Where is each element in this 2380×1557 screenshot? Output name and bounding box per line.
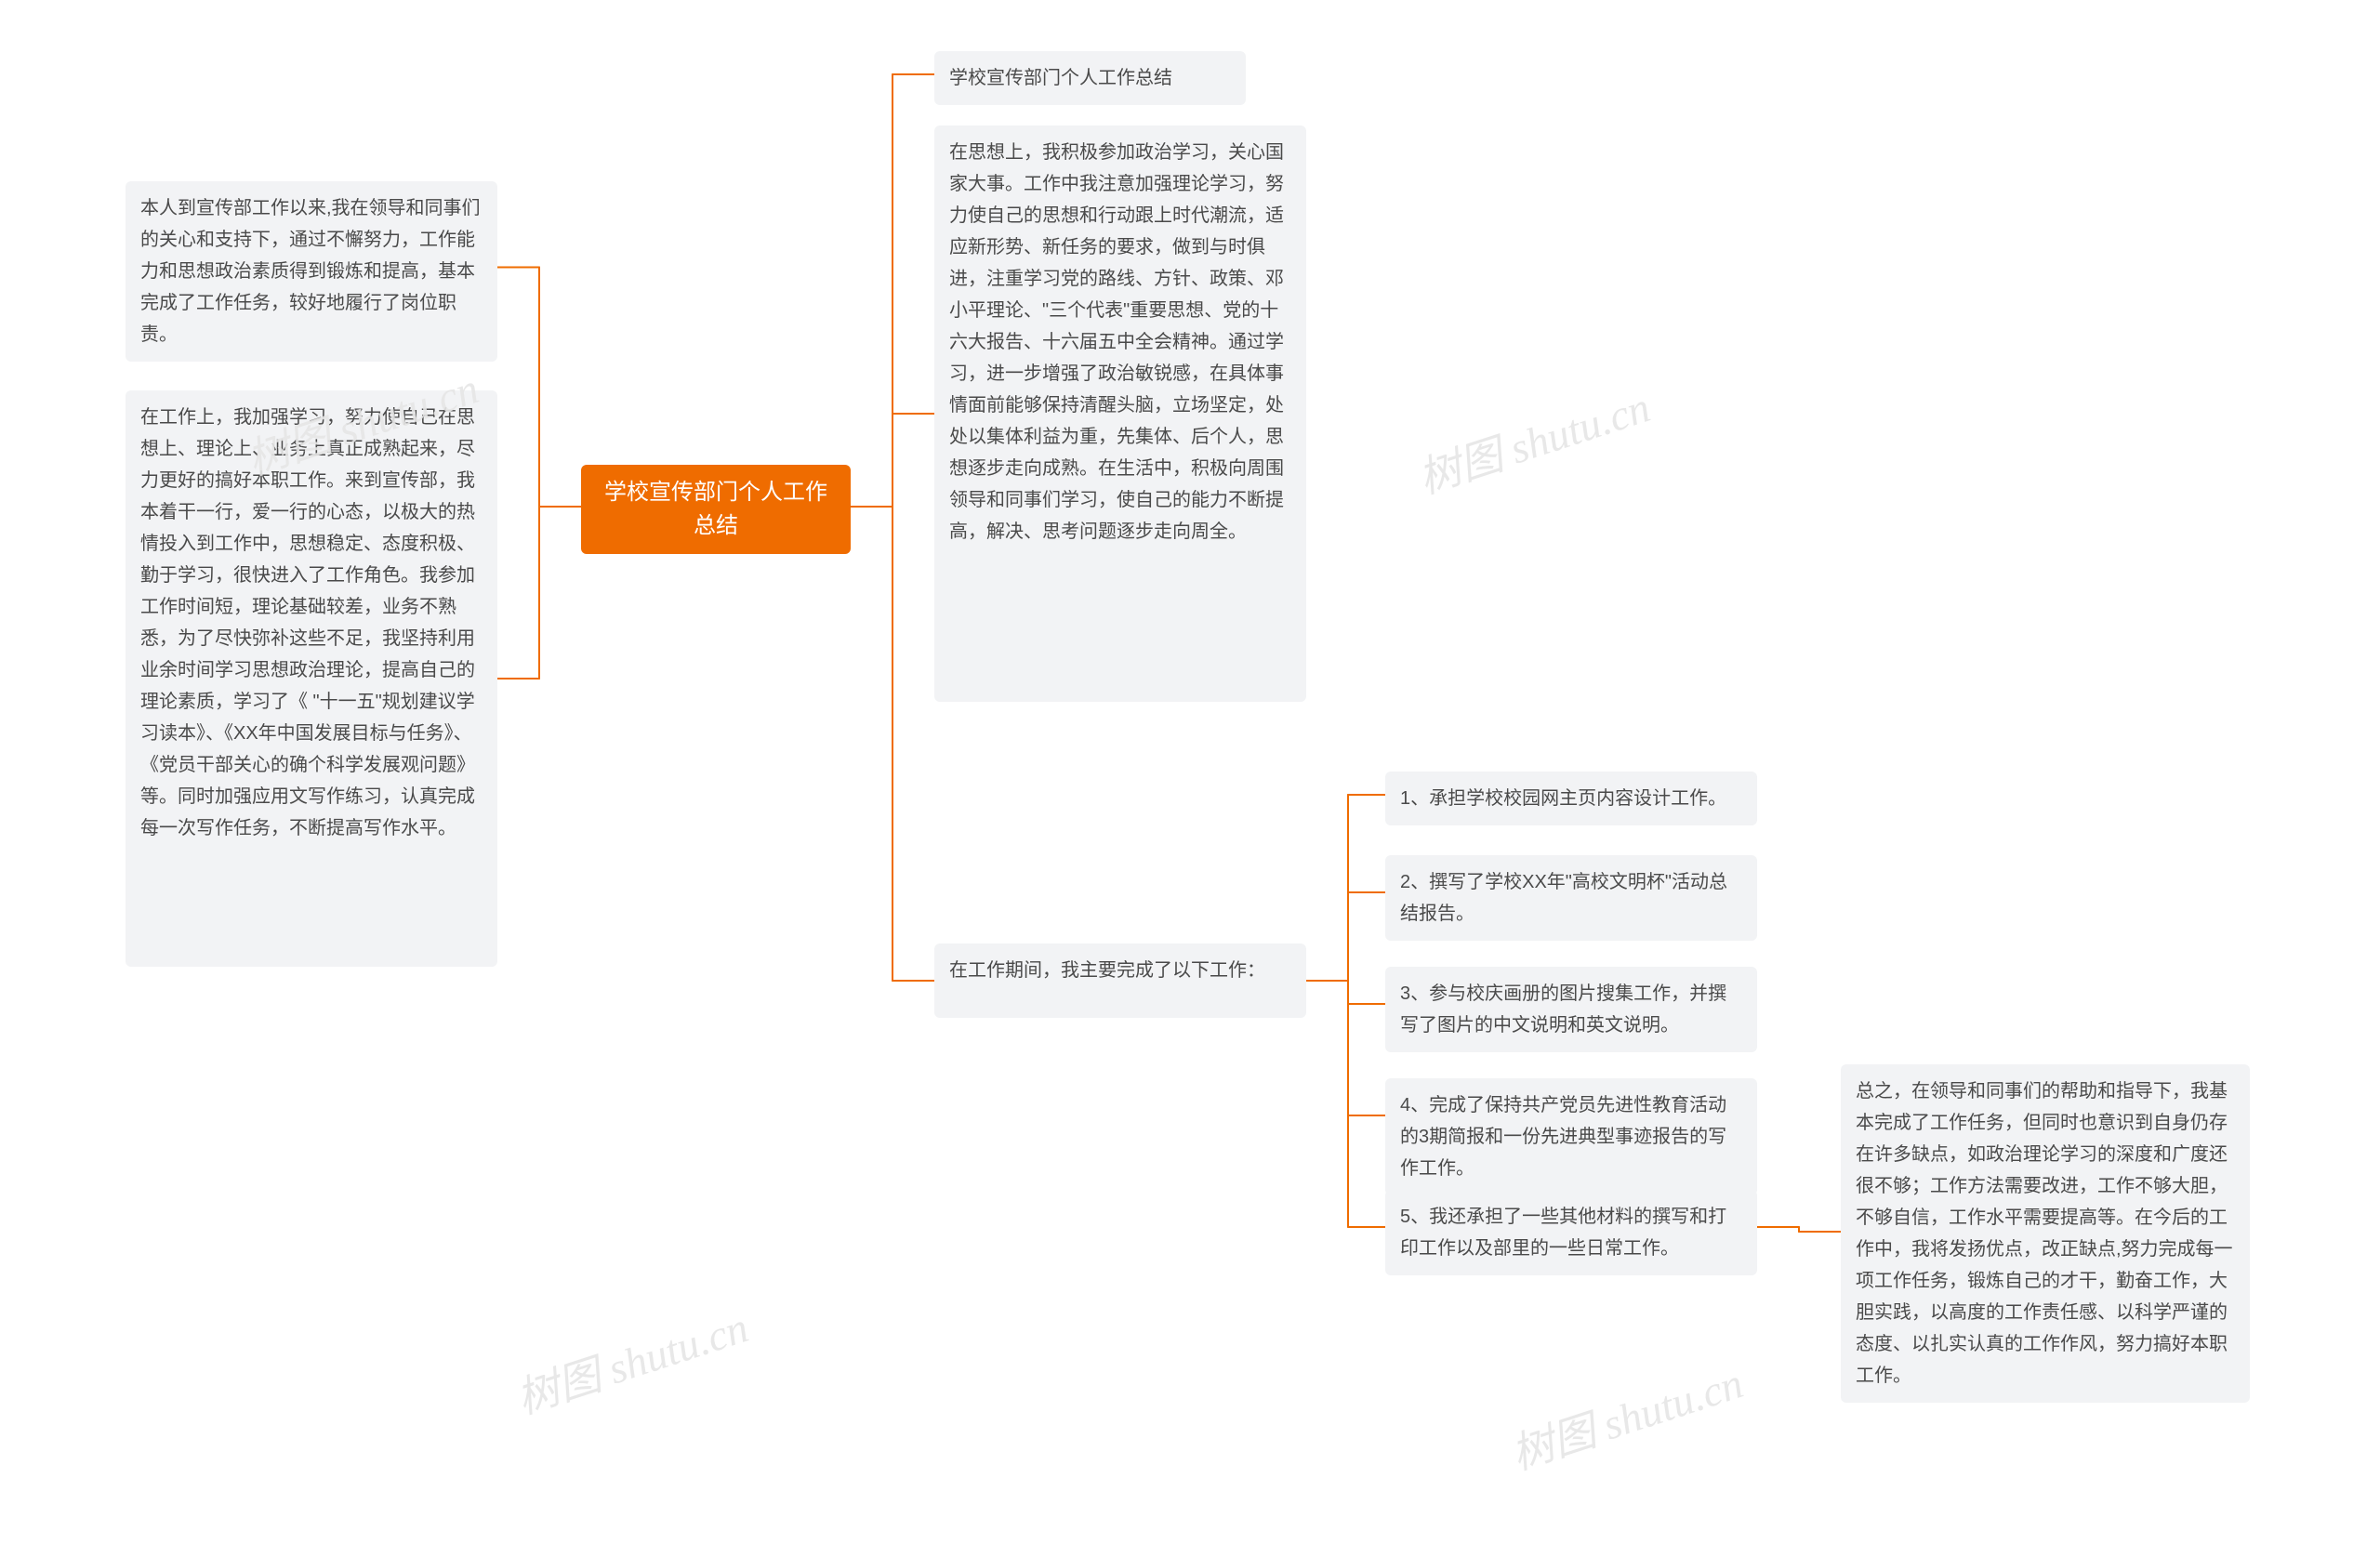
- right-node-3a: 1、承担学校校园网主页内容设计工作。: [1385, 772, 1757, 825]
- right-node-3: 在工作期间，我主要完成了以下工作：: [934, 943, 1306, 1018]
- node-text: 总之，在领导和同事们的帮助和指导下，我基本完成了工作任务，但同时也意识到自身仍存…: [1856, 1081, 2233, 1386]
- node-text: 本人到宣传部工作以来,我在领导和同事们的关心和支持下，通过不懈努力，工作能力和思…: [140, 198, 481, 345]
- node-text: 在工作上，我加强学习，努力使自己在思想上、理论上、业务上真正成熟起来，尽力更好的…: [140, 407, 475, 838]
- left-node-1: 本人到宣传部工作以来,我在领导和同事们的关心和支持下，通过不懈努力，工作能力和思…: [126, 181, 497, 362]
- node-text: 5、我还承担了一些其他材料的撰写和打印工作以及部里的一些日常工作。: [1400, 1207, 1726, 1259]
- right-node-3e: 5、我还承担了一些其他材料的撰写和打印工作以及部里的一些日常工作。: [1385, 1190, 1757, 1275]
- watermark: 树图 shutu.cn: [508, 1294, 755, 1427]
- watermark: 树图 shutu.cn: [1502, 1350, 1750, 1483]
- mindmap-canvas: 学校宣传部门个人工作总结 本人到宣传部工作以来,我在领导和同事们的关心和支持下，…: [0, 0, 2380, 1557]
- node-text: 在工作期间，我主要完成了以下工作：: [949, 960, 1265, 981]
- right-node-3e1: 总之，在领导和同事们的帮助和指导下，我基本完成了工作任务，但同时也意识到自身仍存…: [1841, 1064, 2250, 1403]
- right-node-2: 在思想上，我积极参加政治学习，关心国家大事。工作中我注意加强理论学习，努力使自己…: [934, 125, 1306, 702]
- right-node-3b: 2、撰写了学校XX年"高校文明杯"活动总结报告。: [1385, 855, 1757, 941]
- root-node: 学校宣传部门个人工作总结: [581, 465, 851, 554]
- root-label: 学校宣传部门个人工作总结: [596, 476, 836, 543]
- right-node-3c: 3、参与校庆画册的图片搜集工作，并撰写了图片的中文说明和英文说明。: [1385, 967, 1757, 1052]
- node-text: 在思想上，我积极参加政治学习，关心国家大事。工作中我注意加强理论学习，努力使自己…: [949, 142, 1284, 542]
- right-node-3d: 4、完成了保持共产党员先进性教育活动的3期简报和一份先进典型事迹报告的写作工作。: [1385, 1078, 1757, 1195]
- node-text: 学校宣传部门个人工作总结: [949, 68, 1172, 88]
- node-text: 1、承担学校校园网主页内容设计工作。: [1400, 788, 1726, 809]
- right-node-1: 学校宣传部门个人工作总结: [934, 51, 1246, 105]
- node-text: 4、完成了保持共产党员先进性教育活动的3期简报和一份先进典型事迹报告的写作工作。: [1400, 1095, 1726, 1179]
- watermark: 树图 shutu.cn: [1409, 374, 1657, 507]
- node-text: 3、参与校庆画册的图片搜集工作，并撰写了图片的中文说明和英文说明。: [1400, 983, 1726, 1036]
- left-node-2: 在工作上，我加强学习，努力使自己在思想上、理论上、业务上真正成熟起来，尽力更好的…: [126, 390, 497, 967]
- node-text: 2、撰写了学校XX年"高校文明杯"活动总结报告。: [1400, 872, 1727, 924]
